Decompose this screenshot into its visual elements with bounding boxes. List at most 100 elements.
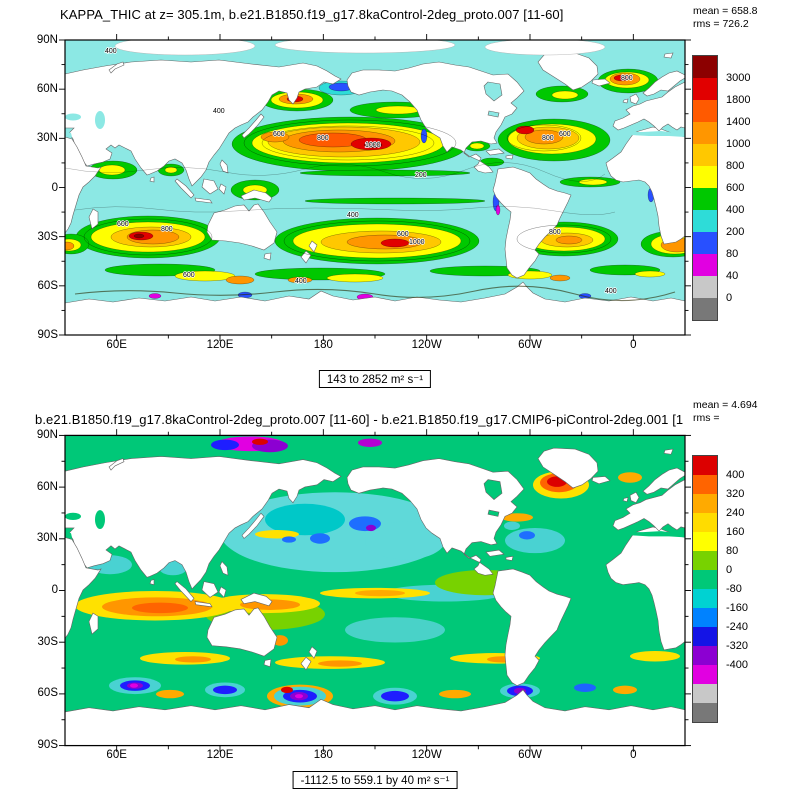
colorbar-tick-label: 160 (726, 526, 745, 538)
colorbar-tick-label: 800 (726, 160, 745, 172)
lon-tick-label: 120W (411, 339, 442, 351)
colorbar-tick-label: 0 (726, 564, 733, 576)
lon-tick-label: 0 (630, 339, 637, 351)
colorbar-segment (693, 665, 717, 684)
svg-text:800: 800 (542, 135, 554, 142)
lat-tick-label: 30N (36, 532, 58, 545)
lon-tick-label: 120E (206, 749, 234, 761)
colorbar-tick-label: 80 (726, 248, 739, 260)
colorbar-segment (693, 298, 717, 320)
lat-tick-label: 90N (36, 34, 58, 46)
panel2-colorbar: 400 320 240 160 80 0 -80 -160 -240 -320 -400 (692, 455, 748, 723)
colorbar-segment (693, 166, 717, 188)
svg-text:400: 400 (295, 278, 307, 285)
colorbar-segment (693, 627, 717, 646)
colorbar-segment (693, 122, 717, 144)
colorbar-segment (693, 646, 717, 665)
colorbar-segment (693, 144, 717, 166)
colorbar-tick-label: -80 (726, 583, 742, 595)
colorbar-tick-label: 200 (726, 226, 745, 238)
colorbar-tick-label: 400 (726, 204, 745, 216)
colorbar-tick-label: 1400 (726, 116, 751, 128)
panel2-mean: mean = 4.694 (693, 399, 758, 411)
svg-text:600: 600 (559, 131, 571, 138)
lon-tick-label: 60E (106, 749, 127, 761)
colorbar-tick-label: 3000 (726, 72, 751, 84)
lat-tick-label: 90S (37, 739, 58, 751)
colorbar-tick-label: 0 (726, 292, 733, 304)
colorbar-tick-label: 400 (726, 469, 745, 481)
svg-text:800: 800 (317, 135, 329, 142)
lon-tick-label: 60W (518, 749, 542, 761)
svg-text:400: 400 (105, 48, 117, 55)
colorbar-segment (693, 589, 717, 608)
colorbar-segment (693, 494, 717, 513)
panel2-map (57, 427, 693, 754)
panel1-title: KAPPA_THIC at z= 305.1m, b.e21.B1850.f19… (60, 7, 564, 22)
colorbar-segment (693, 684, 717, 703)
lon-tick-label: 0 (630, 749, 637, 761)
svg-text:800: 800 (549, 229, 561, 236)
svg-text:1000: 1000 (409, 239, 425, 246)
colorbar-segment (693, 532, 717, 551)
lon-tick-label: 180 (313, 339, 333, 351)
colorbar-tick-label: -160 (726, 602, 749, 614)
colorbar-segment (693, 100, 717, 122)
lon-tick-label: 120W (411, 749, 442, 761)
panel1-range-label: 143 to 2852 m² s⁻¹ (318, 370, 432, 388)
colorbar-tick-label: 600 (726, 182, 745, 194)
svg-text:600: 600 (117, 221, 129, 228)
lon-tick-label: 60W (518, 339, 542, 351)
colorbar-segment (693, 276, 717, 298)
colorbar-segment (693, 254, 717, 276)
colorbar-segment (693, 232, 717, 254)
lat-tick-label: 0 (51, 181, 58, 194)
lon-tick-label: 120E (206, 339, 234, 351)
panel2-range-label: -1112.5 to 559.1 by 40 m² s⁻¹ (292, 771, 458, 789)
lat-tick-label: 30S (37, 230, 58, 243)
colorbar-segment (693, 188, 717, 210)
panel1-map: 4004006008001000200400600100080060060080… (57, 32, 693, 343)
colorbar-segment (693, 608, 717, 627)
lat-tick-label: 60S (37, 279, 58, 292)
panel1-stats: mean = 658.8 rms = 726.2 (693, 5, 758, 31)
colorbar-tick-label: 240 (726, 507, 745, 519)
lon-tick-label: 60E (106, 339, 127, 351)
panel1-colorbar: 3000 1800 1400 1000 800 600 400 200 80 40 0 (692, 55, 750, 321)
colorbar-segment (693, 475, 717, 494)
colorbar-segment (693, 513, 717, 532)
lat-tick-label: 60N (36, 480, 58, 493)
colorbar-segment (693, 703, 717, 722)
svg-text:600: 600 (183, 272, 195, 279)
colorbar-segment (693, 456, 717, 475)
lat-tick-label: 60S (37, 687, 58, 700)
svg-text:800: 800 (621, 75, 633, 82)
svg-text:400: 400 (347, 212, 359, 219)
colorbar-tick-label: 80 (726, 545, 739, 557)
panel1-mean: mean = 658.8 (693, 5, 758, 17)
lat-tick-label: 90S (37, 329, 58, 341)
panel2-title: b.e21.B1850.f19_g17.8kaControl-2deg_prot… (35, 412, 684, 427)
colorbar-segment (693, 56, 717, 78)
svg-text:800: 800 (161, 226, 173, 233)
svg-text:400: 400 (605, 288, 617, 295)
colorbar-tick-label: -240 (726, 621, 749, 633)
colorbar-segment (693, 210, 717, 232)
svg-text:400: 400 (213, 108, 225, 115)
lat-tick-label: 90N (36, 429, 58, 441)
lat-tick-label: 30N (36, 132, 58, 145)
lon-tick-label: 180 (313, 749, 333, 761)
svg-text:1000: 1000 (365, 142, 381, 149)
colorbar-tick-label: -320 (726, 640, 749, 652)
panel2-rms: rms = (693, 412, 720, 424)
panel1-rms: rms = 726.2 (693, 18, 749, 30)
lat-tick-label: 30S (37, 635, 58, 648)
lat-tick-label: 60N (36, 83, 58, 96)
colorbar-tick-label: 1000 (726, 138, 751, 150)
colorbar-tick-label: 1800 (726, 94, 751, 106)
colorbar-tick-label: 320 (726, 488, 745, 500)
colorbar-tick-label: -400 (726, 659, 749, 671)
svg-text:600: 600 (273, 131, 285, 138)
panel2-stats: mean = 4.694 rms = (693, 399, 758, 425)
